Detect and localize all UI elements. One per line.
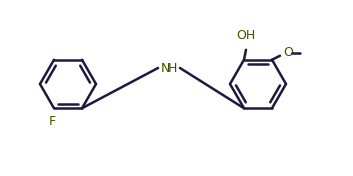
Text: OH: OH [237,29,256,42]
Text: N: N [160,61,170,74]
Text: F: F [48,115,55,128]
Text: H: H [167,61,177,74]
Text: O: O [283,46,293,59]
